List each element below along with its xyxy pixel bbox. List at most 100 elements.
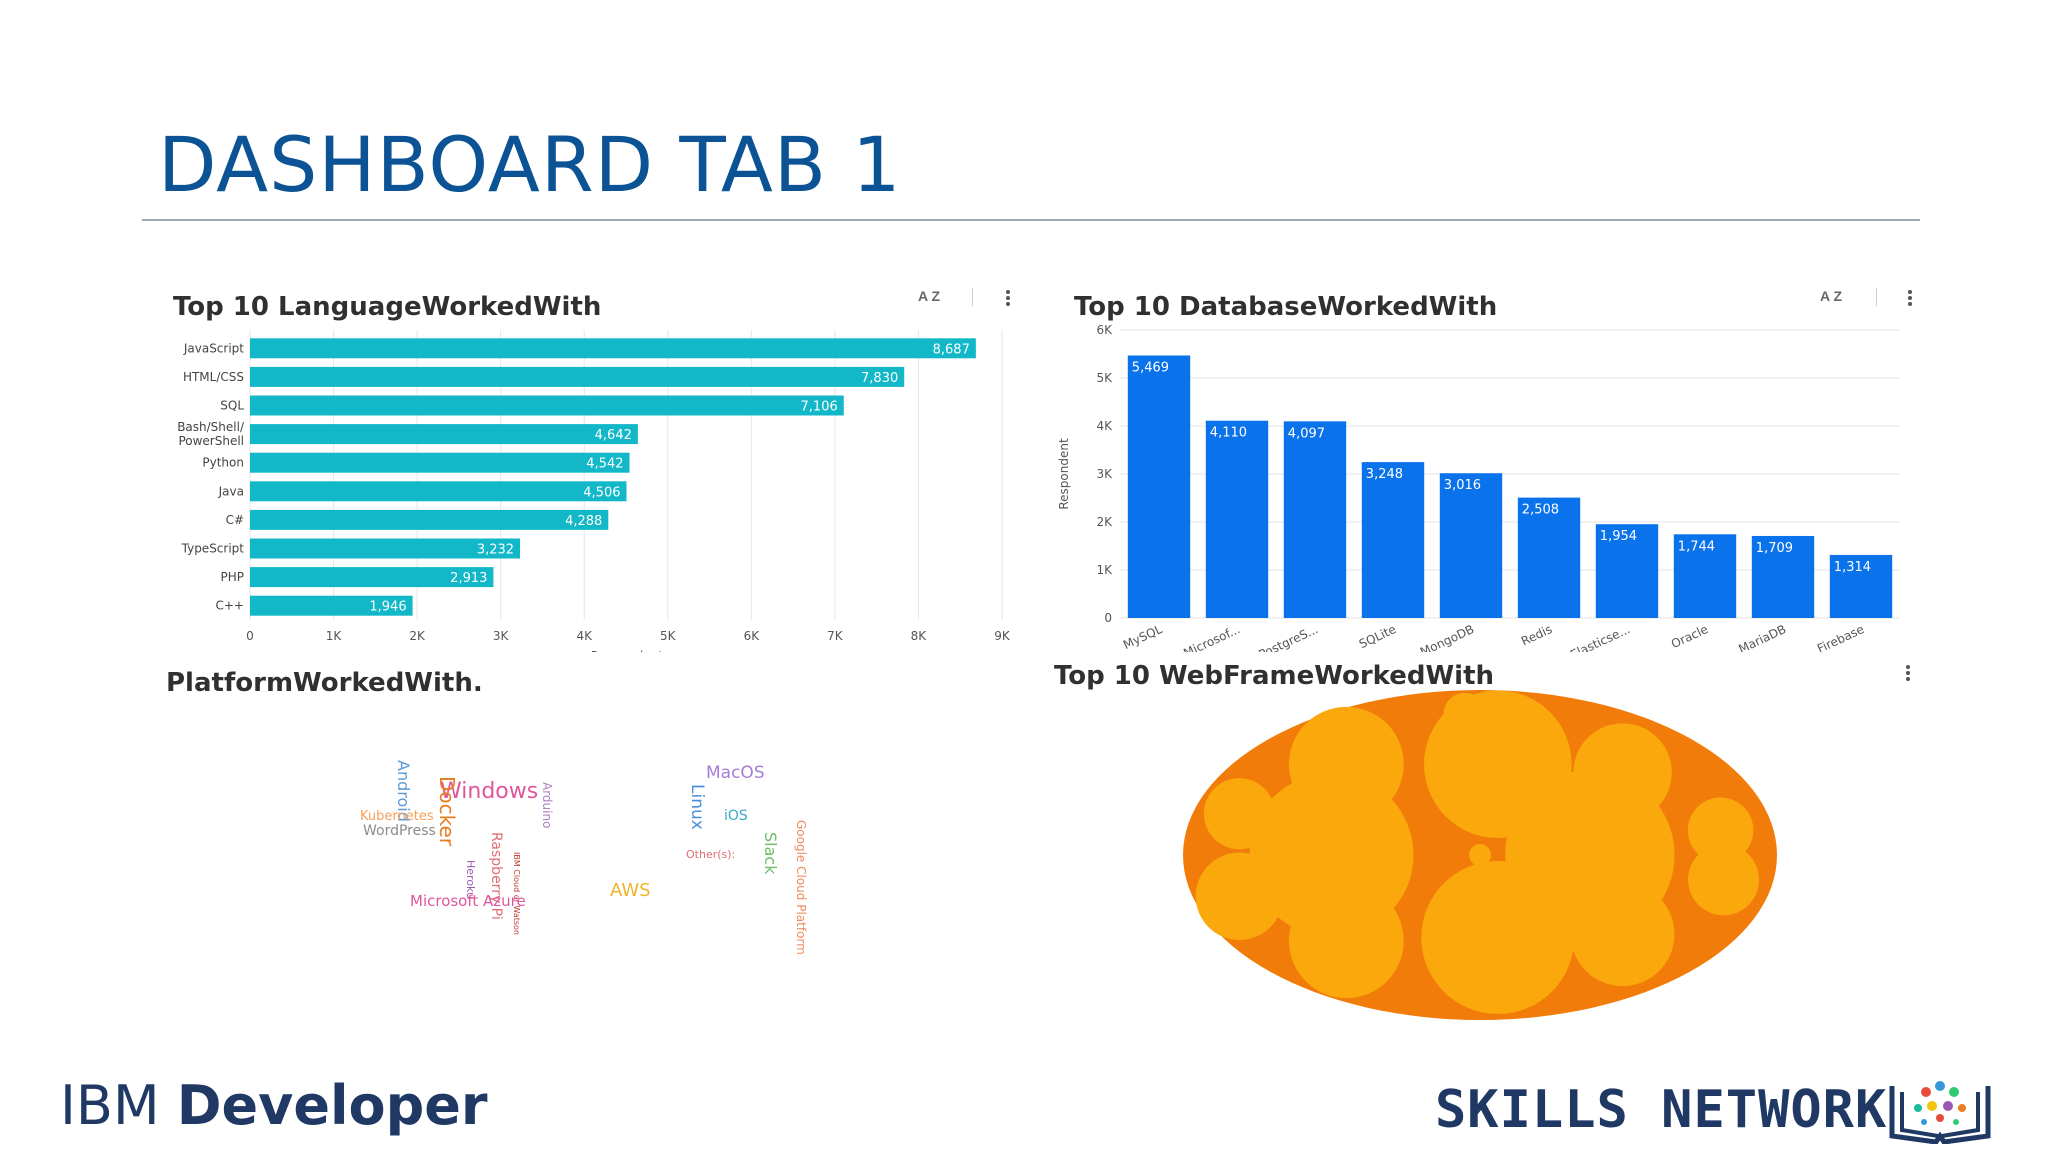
ibm-label: IBM <box>60 1074 177 1137</box>
bar <box>250 481 627 502</box>
x-tick-label: 0 <box>246 629 254 643</box>
x-tick-label: 1K <box>326 629 343 643</box>
sort-az-icon[interactable]: A Z <box>1820 288 1842 304</box>
word-linux: Linux <box>687 784 707 830</box>
bar <box>1361 462 1425 618</box>
bubble <box>1570 882 1675 987</box>
bubble <box>1195 852 1284 940</box>
sort-az-icon[interactable]: A Z <box>918 288 940 304</box>
data-label: 3,016 <box>1444 478 1481 493</box>
y-tick-label: 0 <box>1104 611 1112 625</box>
y-tick-label: 6K <box>1096 323 1113 337</box>
x-tick-label: Microsof... <box>1181 622 1242 652</box>
x-tick-label: Elasticse... <box>1568 622 1632 652</box>
word-ibm-cloud-or-watson: IBM Cloud or Watson <box>512 852 521 935</box>
data-label: 4,097 <box>1288 426 1325 441</box>
database-chart-panel: Top 10 DatabaseWorkedWith A Z 0 1K 2K 3K 4K 5… <box>1040 282 1920 652</box>
bubble <box>1469 844 1491 866</box>
data-label: 1,314 <box>1834 560 1871 575</box>
x-tick-label: 6K <box>744 629 761 643</box>
word-aws: AWS <box>610 880 651 901</box>
x-tick-label: 3K <box>493 629 510 643</box>
word-raspberry-pi: Raspberry Pi <box>488 832 504 920</box>
skills-network-label: SKILLS NETWORK <box>1435 1080 1888 1140</box>
x-tick-label: MongoDB <box>1418 622 1476 652</box>
x-axis-label: Respondent <box>590 649 663 652</box>
bubble <box>1421 860 1575 1015</box>
webframe-packed-bubble <box>1183 690 1777 1020</box>
y-tick-label: PHP <box>221 570 245 584</box>
developer-label: Developer <box>176 1074 488 1137</box>
x-tick-label: Redis <box>1519 622 1554 648</box>
data-label: 1,946 <box>369 600 406 615</box>
y-tick-label: 4K <box>1096 419 1113 433</box>
data-label: 8,687 <box>933 342 970 357</box>
y-tick-label: 1K <box>1096 563 1113 577</box>
word-slack: Slack <box>761 832 780 875</box>
bar <box>1751 535 1815 618</box>
language-chart-title: Top 10 LanguageWorkedWith <box>173 292 602 322</box>
data-label: 1,709 <box>1756 541 1793 556</box>
bar <box>250 338 976 359</box>
bar <box>1517 497 1581 618</box>
sort-az-label: A Z <box>918 288 941 304</box>
data-label: 4,506 <box>583 485 620 500</box>
x-tick-label: 9K <box>994 629 1011 643</box>
word-wordpress: WordPress <box>363 823 436 839</box>
bar <box>250 567 494 588</box>
x-tick-label: Firebase <box>1815 622 1866 652</box>
word-heroku: Heroku <box>464 860 477 899</box>
x-tick-label: PostgreS... <box>1256 622 1320 652</box>
y-tick-label: Java <box>218 484 244 498</box>
bar <box>250 452 630 473</box>
bubble <box>1288 883 1404 999</box>
word-macos: MacOS <box>706 763 765 783</box>
bar <box>1205 420 1269 618</box>
bubble <box>1573 723 1672 822</box>
y-tick-label: 3K <box>1096 467 1113 481</box>
word-windows: Windows <box>440 779 538 804</box>
bar <box>250 395 844 416</box>
x-tick-label: 4K <box>576 629 593 643</box>
database-chart-title: Top 10 DatabaseWorkedWith <box>1074 292 1498 322</box>
data-label: 1,954 <box>1600 529 1637 544</box>
x-tick-label: 8K <box>911 629 928 643</box>
word-docker: Docker <box>435 776 459 847</box>
word-arduino: Arduino <box>540 782 554 828</box>
y-axis-label: Respondent <box>1057 438 1071 510</box>
y-tick-label: Bash/Shell/ <box>177 420 245 434</box>
y-tick-label: PowerShell <box>178 434 244 448</box>
data-label: 2,913 <box>450 571 487 586</box>
x-tick-label: Oracle <box>1669 622 1710 651</box>
x-tick-label: 2K <box>409 629 426 643</box>
bar <box>250 538 521 559</box>
bar <box>1673 534 1737 618</box>
x-tick-label: 5K <box>660 629 677 643</box>
bar <box>250 366 905 387</box>
kebab-menu-icon[interactable] <box>1006 290 1010 308</box>
word-kubernetes: Kubernetes <box>360 809 434 824</box>
word-microsoft-azure: Microsoft Azure <box>410 892 526 910</box>
data-label: 3,248 <box>1366 467 1403 482</box>
data-label: 3,232 <box>477 543 514 558</box>
data-label: 4,110 <box>1210 426 1247 441</box>
webframe-chart-panel: Top 10 WebFrameWorkedWith <box>1040 655 1920 1035</box>
bar <box>1829 554 1893 618</box>
bubble <box>1443 692 1488 737</box>
data-label: 4,288 <box>565 514 602 529</box>
data-label: 1,744 <box>1678 539 1715 554</box>
y-tick-label: TypeScript <box>181 542 245 556</box>
language-chart-panel: Top 10 LanguageWorkedWith A Z 0 1K 2K 3K 4K 5… <box>140 282 1020 652</box>
bubble <box>1288 706 1404 822</box>
word-other-s-: Other(s): <box>686 848 735 861</box>
bar <box>250 424 638 445</box>
webframe-chart-title: Top 10 WebFrameWorkedWith <box>1054 661 1495 691</box>
y-tick-label: SQL <box>220 399 244 413</box>
kebab-menu-icon[interactable] <box>1906 665 1910 683</box>
data-label: 4,642 <box>595 428 632 443</box>
sort-az-label: A Z <box>1820 288 1843 304</box>
data-label: 2,508 <box>1522 503 1559 518</box>
y-tick-label: 5K <box>1096 371 1113 385</box>
kebab-menu-icon[interactable] <box>1908 290 1912 308</box>
y-tick-label: C# <box>226 513 244 527</box>
